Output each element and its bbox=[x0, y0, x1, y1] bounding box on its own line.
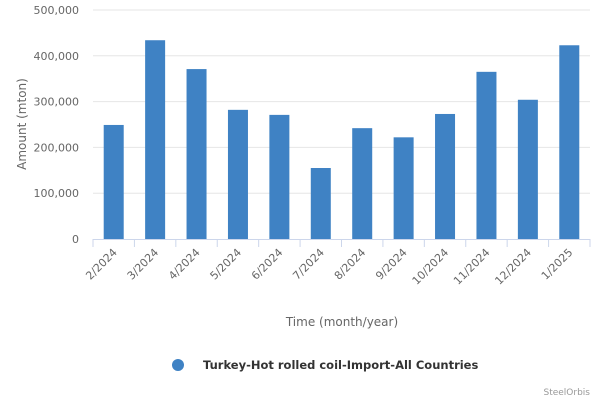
y-tick-label: 200,000 bbox=[34, 141, 80, 154]
x-tick-label: 9/2024 bbox=[373, 246, 410, 283]
legend-marker bbox=[172, 359, 184, 371]
bar[interactable] bbox=[435, 113, 456, 239]
y-tick-label: 400,000 bbox=[34, 50, 80, 63]
bar[interactable] bbox=[145, 40, 166, 240]
bar[interactable] bbox=[269, 114, 290, 239]
x-tick-label: 2/2024 bbox=[83, 246, 120, 283]
y-tick-label: 300,000 bbox=[34, 96, 80, 109]
bar[interactable] bbox=[517, 99, 538, 239]
x-tick-label: 11/2024 bbox=[451, 246, 493, 288]
x-tick-label: 10/2024 bbox=[410, 246, 452, 288]
x-axis: 2/2024 3/2024 4/2024 5/2024 6/2024 7/2024 8/20… bbox=[83, 239, 591, 288]
y-tick-label: 100,000 bbox=[34, 187, 80, 200]
bar[interactable] bbox=[559, 45, 580, 240]
y-tick-label: 0 bbox=[72, 233, 79, 246]
x-tick-label: 3/2024 bbox=[125, 246, 162, 283]
x-tick-label: 7/2024 bbox=[290, 246, 327, 283]
grid-lines bbox=[93, 9, 590, 194]
bars bbox=[103, 40, 580, 240]
y-axis: 0 100,000 200,000 300,000 400,000 500,000 bbox=[34, 4, 80, 246]
bar[interactable] bbox=[476, 71, 497, 239]
legend-label: Turkey-Hot rolled coil-Import-All Countr… bbox=[203, 358, 478, 372]
credit-text[interactable]: SteelOrbis bbox=[543, 388, 590, 398]
y-tick-label: 500,000 bbox=[34, 4, 80, 17]
x-tick-label: 1/2025 bbox=[539, 246, 576, 283]
x-tick-label: 4/2024 bbox=[166, 246, 203, 283]
bar[interactable] bbox=[393, 137, 414, 239]
x-tick-label: 12/2024 bbox=[492, 246, 534, 288]
bar[interactable] bbox=[310, 168, 331, 239]
legend[interactable]: Turkey-Hot rolled coil-Import-All Countr… bbox=[172, 358, 478, 372]
x-axis-title: Time (month/year) bbox=[285, 315, 398, 329]
x-tick-label: 8/2024 bbox=[332, 246, 369, 283]
x-tick-label: 5/2024 bbox=[208, 246, 245, 283]
x-tick-label: 6/2024 bbox=[249, 246, 286, 283]
bar[interactable] bbox=[103, 124, 124, 239]
bar[interactable] bbox=[227, 109, 248, 240]
bar[interactable] bbox=[186, 69, 207, 239]
bar[interactable] bbox=[352, 128, 373, 239]
y-axis-title: Amount (mton) bbox=[15, 78, 29, 170]
